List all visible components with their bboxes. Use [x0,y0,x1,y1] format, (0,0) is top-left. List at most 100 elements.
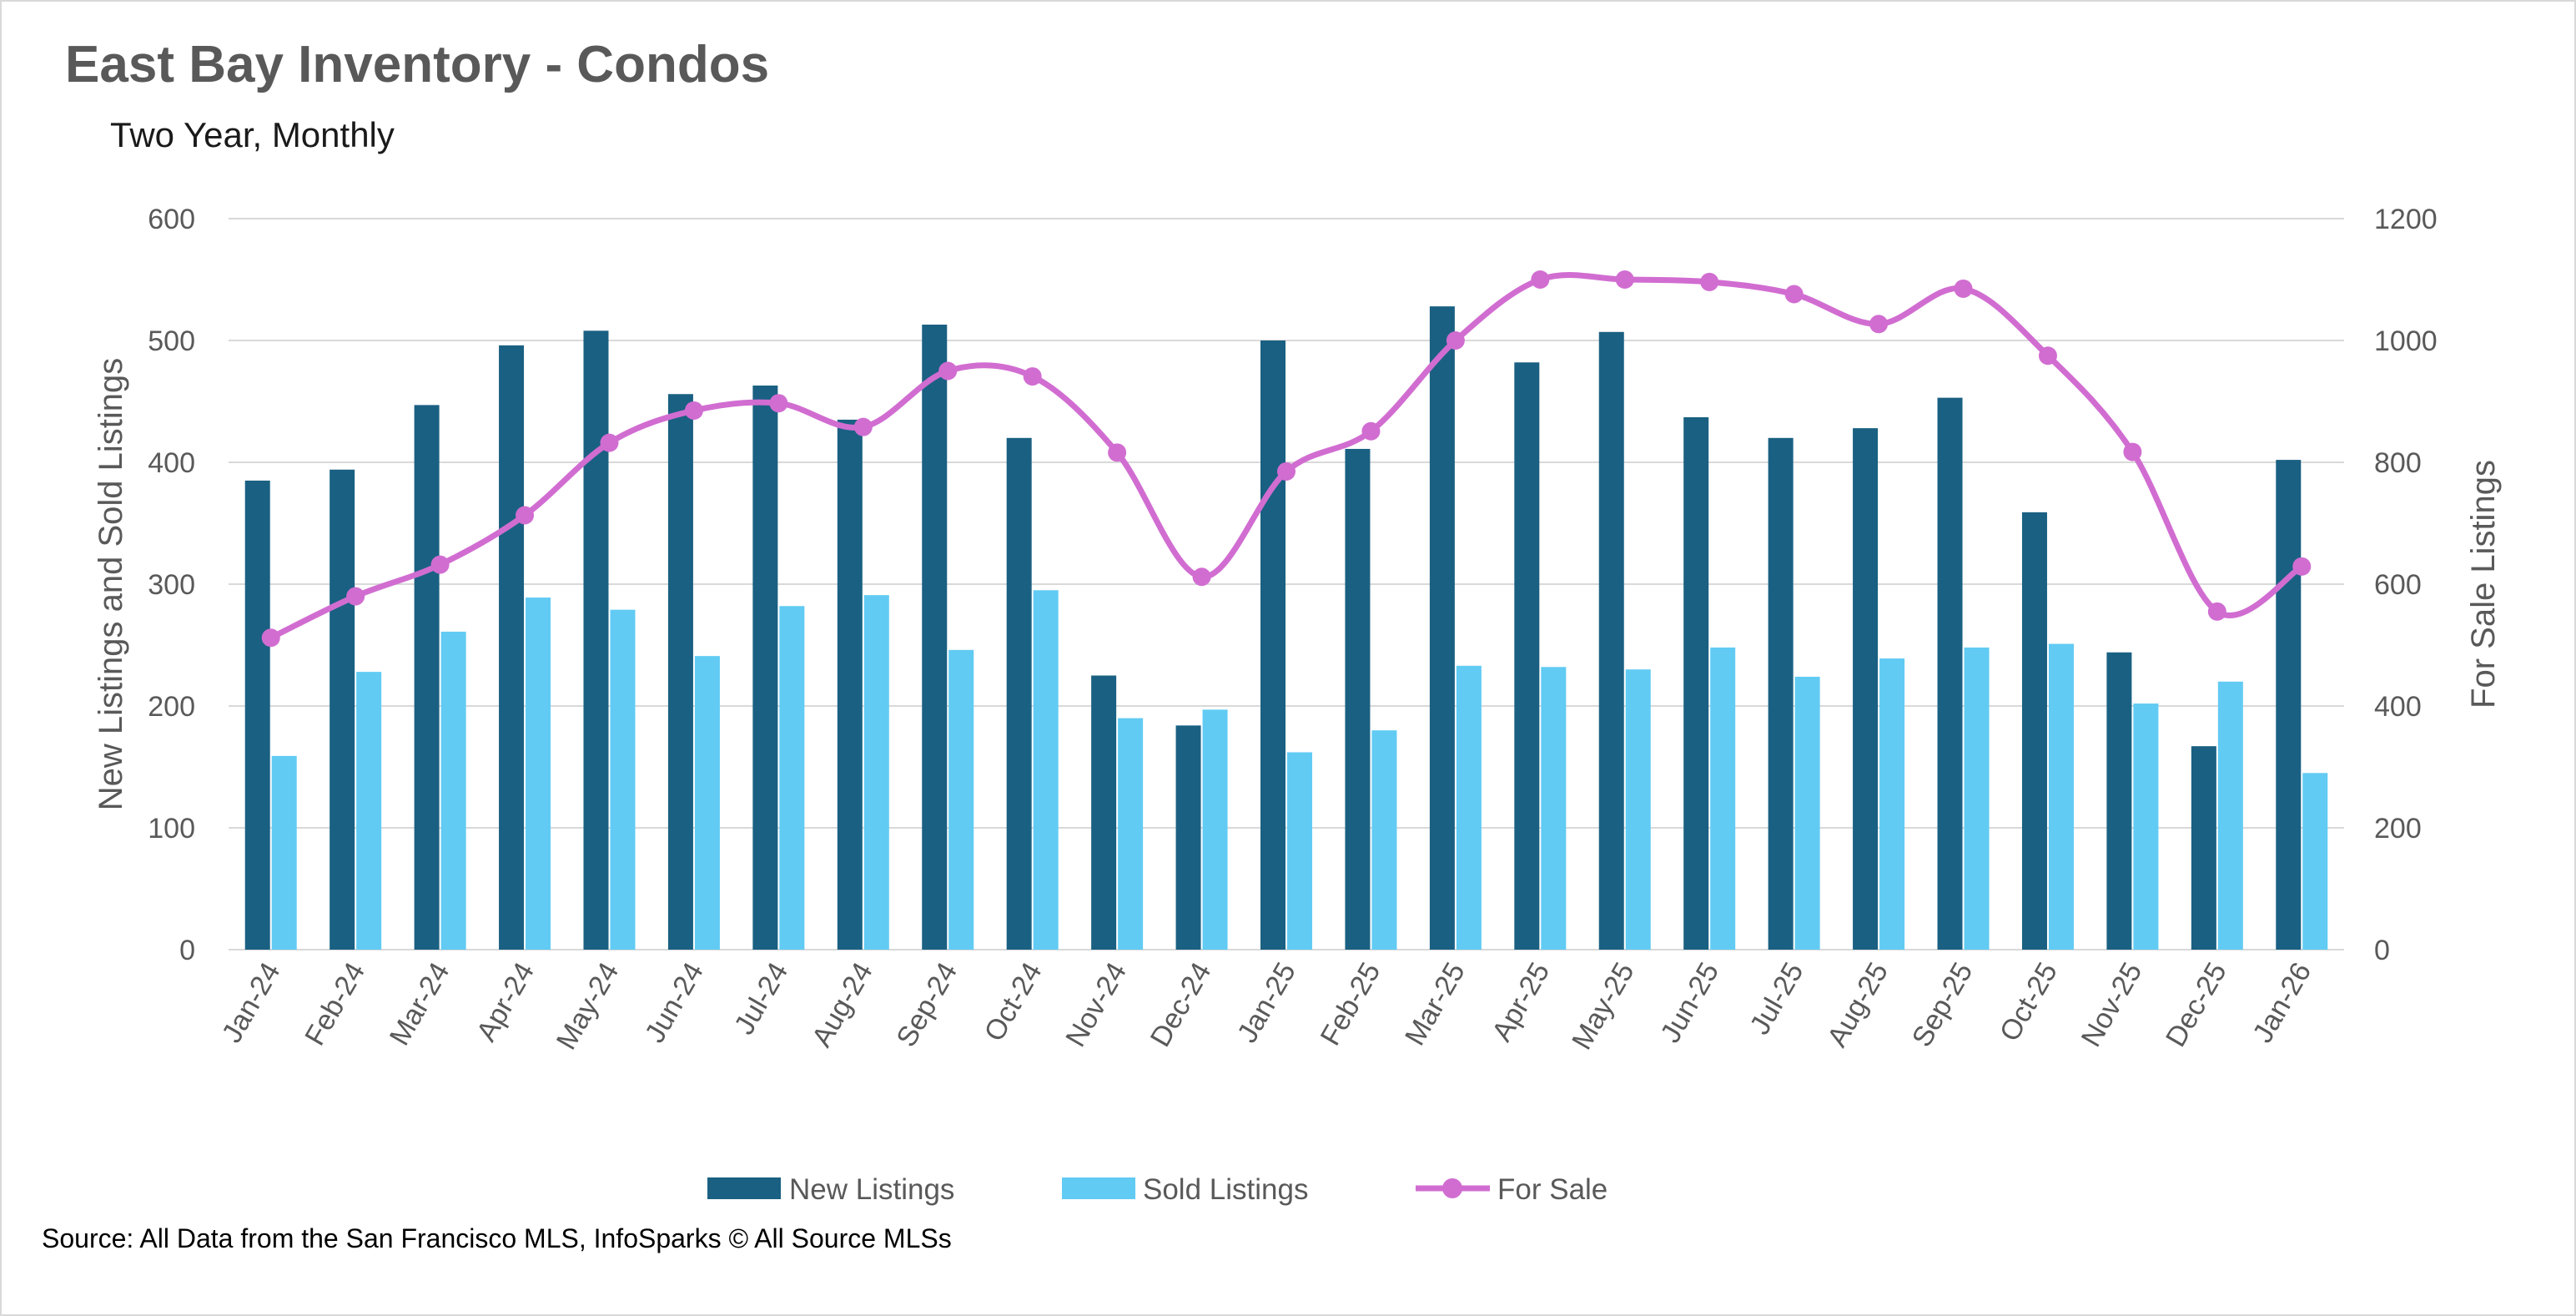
for-sale-point [516,506,535,525]
right-tick-label: 400 [2374,691,2422,723]
right-tick-label: 1200 [2374,204,2438,235]
x-axis-ticks: Jan-24 Feb-24 Mar-24 Apr-24 May-24 Jun-24 Jul-… [216,957,2317,1055]
legend-swatch-sold-listings [1062,1177,1135,1199]
source-note: Source: All Data from the San Francisco … [42,1223,952,1253]
new-listings-bars [244,306,2302,950]
x-tick-label: Apr-24 [470,957,541,1046]
bar-sold-listings [1287,752,1312,950]
right-tick-label: 0 [2374,935,2390,966]
left-axis-ticks: 0 100 200 300 400 500 600 [148,204,195,966]
chart-subtitle: Two Year, Monthly [110,115,395,154]
bar-sold-listings [1625,669,1651,950]
x-tick-label: Jan-24 [216,957,287,1048]
bar-new-listings [414,405,440,950]
bar-new-listings [1937,397,1963,950]
bar-sold-listings [1794,676,1820,950]
left-axis-title: New Listings and Sold Listings [93,358,129,811]
x-tick-label: Feb-25 [1315,957,1387,1051]
bar-sold-listings [2048,643,2074,950]
bar-sold-listings [1879,658,1905,950]
x-tick-label: May-24 [551,957,626,1055]
x-tick-label: Feb-24 [299,957,371,1051]
bar-new-listings [1853,428,1879,950]
left-tick-label: 200 [148,691,195,723]
bar-sold-listings [948,649,974,950]
for-sale-point [1108,443,1127,462]
x-tick-label: Sep-24 [890,957,963,1052]
for-sale-point [853,417,873,436]
right-tick-label: 1000 [2374,325,2438,357]
bar-new-listings [1598,331,1624,950]
for-sale-point [684,401,703,420]
bar-sold-listings [2302,773,2328,950]
bar-sold-listings [1033,590,1059,950]
x-tick-label: Dec-24 [1145,957,1218,1052]
bar-sold-listings [1964,647,1990,950]
bar-new-listings [1260,340,1285,950]
bar-new-listings [2021,512,2047,950]
bar-sold-listings [2133,703,2159,950]
left-tick-label: 500 [148,325,195,357]
bar-new-listings [922,325,948,950]
left-tick-label: 300 [148,569,195,601]
x-tick-label: Jan-26 [2246,957,2317,1048]
bar-sold-listings [1710,647,1736,950]
bar-new-listings [2276,460,2302,950]
right-tick-label: 200 [2374,813,2422,845]
bar-new-listings [1429,306,1455,950]
right-tick-label: 800 [2374,447,2422,479]
for-sale-point [430,555,450,574]
for-sale-point [1869,315,1889,334]
bar-sold-listings [1202,709,1228,950]
legend-label-new-listings: New Listings [789,1173,954,1206]
x-tick-label: Nov-25 [2075,957,2149,1052]
for-sale-point [2207,602,2226,621]
bar-new-listings [2191,746,2216,950]
left-tick-label: 600 [148,204,195,235]
for-sale-point [346,587,365,606]
x-tick-label: Jan-25 [1231,957,1302,1048]
bar-new-listings [1345,448,1371,950]
bar-sold-listings [356,672,382,950]
for-sale-point [2038,346,2057,366]
right-tick-label: 600 [2374,569,2422,601]
bar-new-listings [1175,725,1201,950]
bar-new-listings [752,386,778,950]
for-sale-point [1446,331,1465,350]
chart-title: East Bay Inventory - Condos [65,36,770,93]
bar-new-listings [1091,675,1117,950]
left-tick-label: 100 [148,813,195,845]
bar-sold-listings [271,755,297,950]
gridlines [229,218,2344,950]
for-sale-point [1784,285,1804,304]
bar-sold-listings [2217,681,2243,950]
x-tick-label: Sep-25 [1906,957,1980,1052]
legend-swatch-new-listings [707,1177,781,1199]
bar-sold-listings [610,609,636,950]
bar-new-listings [667,394,693,950]
bar-new-listings [583,330,609,950]
bar-sold-listings [863,595,889,950]
x-tick-label: Aug-24 [806,957,879,1052]
for-sale-point [1531,270,1550,289]
for-sale-point [2292,557,2312,576]
bar-new-listings [837,419,863,950]
right-axis-ticks: 0 200 400 600 800 1000 1200 [2374,204,2438,966]
legend-label-for-sale: For Sale [1497,1173,1607,1206]
bar-sold-listings [1456,665,1482,950]
x-tick-label: Aug-25 [1821,957,1894,1052]
bar-sold-listings [779,606,805,950]
x-tick-label: Apr-25 [1486,957,1556,1046]
x-tick-label: Dec-25 [2160,957,2233,1052]
for-sale-point [1615,270,1634,289]
for-sale-point [1700,272,1719,291]
bar-sold-listings [440,631,466,950]
bar-sold-listings [1371,730,1397,950]
left-tick-label: 0 [179,935,195,966]
bar-new-listings [244,480,270,950]
x-tick-label: Mar-24 [384,957,456,1051]
x-tick-label: Mar-25 [1399,957,1472,1051]
x-tick-label: Oct-24 [979,957,1049,1046]
legend-label-sold-listings: Sold Listings [1143,1173,1308,1206]
